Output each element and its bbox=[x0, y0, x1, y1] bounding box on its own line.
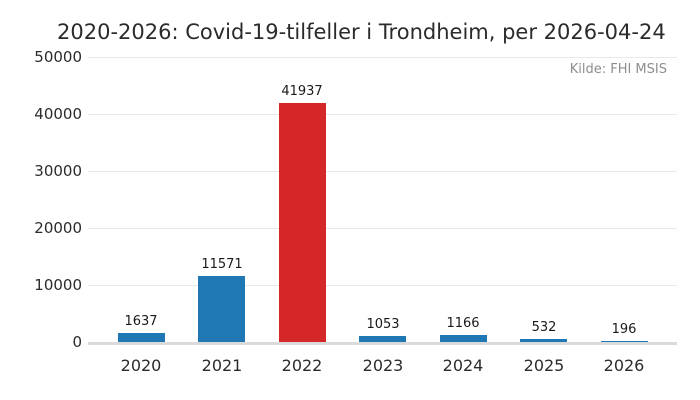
bar-value-label: 196 bbox=[611, 322, 637, 337]
x-tick-label: 2025 bbox=[523, 356, 565, 375]
bar-2022 bbox=[279, 103, 326, 342]
chart-title: 2020-2026: Covid-19-tilfeller i Trondhei… bbox=[57, 20, 666, 44]
gridline bbox=[88, 114, 677, 115]
x-tick-label: 2024 bbox=[442, 356, 484, 375]
bar-2021 bbox=[198, 276, 245, 342]
bar-2023 bbox=[359, 336, 406, 342]
y-tick-label: 30000 bbox=[34, 162, 82, 180]
y-tick-label: 40000 bbox=[34, 105, 82, 123]
x-axis-line bbox=[88, 342, 677, 345]
bar-value-label: 41937 bbox=[281, 84, 323, 99]
bar-2026 bbox=[601, 341, 648, 342]
x-tick-label: 2020 bbox=[120, 356, 162, 375]
bar-value-label: 1166 bbox=[446, 316, 480, 331]
gridline bbox=[88, 285, 677, 286]
gridline bbox=[88, 57, 677, 58]
y-tick-label: 20000 bbox=[34, 219, 82, 237]
y-tick-label: 50000 bbox=[34, 48, 82, 66]
bar-value-label: 11571 bbox=[201, 257, 243, 272]
bar-2025 bbox=[520, 339, 567, 342]
x-tick-label: 2023 bbox=[362, 356, 404, 375]
gridline bbox=[88, 171, 677, 172]
x-tick-label: 2021 bbox=[201, 356, 243, 375]
gridline bbox=[88, 228, 677, 229]
x-tick-label: 2026 bbox=[603, 356, 645, 375]
x-tick-label: 2022 bbox=[281, 356, 323, 375]
y-tick-label: 0 bbox=[72, 333, 82, 351]
source-note: Kilde: FHI MSIS bbox=[569, 62, 667, 77]
bar-value-label: 1637 bbox=[124, 314, 158, 329]
y-tick-label: 10000 bbox=[34, 276, 82, 294]
bar-2020 bbox=[118, 333, 165, 342]
bar-2024 bbox=[440, 335, 487, 342]
bar-value-label: 1053 bbox=[366, 317, 400, 332]
bar-value-label: 532 bbox=[531, 320, 557, 335]
